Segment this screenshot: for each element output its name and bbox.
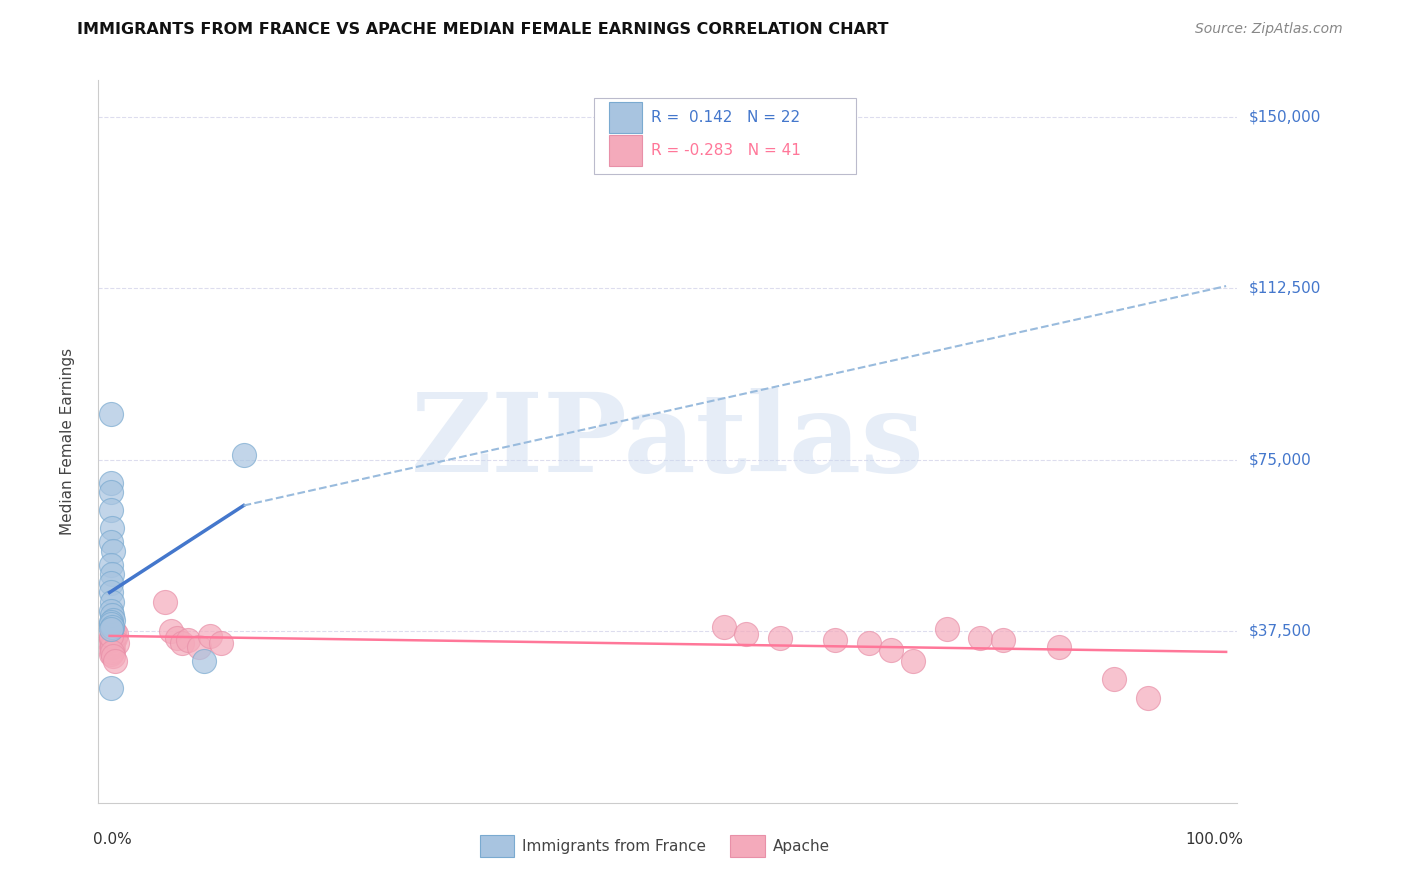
Text: ZIPatlas: ZIPatlas	[411, 388, 925, 495]
Point	[101, 640, 124, 655]
Point	[101, 638, 124, 652]
Point	[1136, 690, 1159, 705]
Point	[100, 604, 122, 618]
Point	[100, 558, 122, 572]
Point	[101, 608, 124, 623]
Point	[198, 629, 221, 643]
Point	[166, 631, 188, 645]
Point	[100, 407, 122, 421]
Point	[824, 633, 846, 648]
FancyBboxPatch shape	[609, 103, 641, 133]
Point	[101, 622, 124, 636]
Point	[100, 576, 122, 591]
Point	[105, 626, 128, 640]
Point	[101, 645, 124, 659]
Point	[991, 633, 1014, 648]
Point	[209, 636, 232, 650]
Point	[101, 631, 124, 645]
Point	[903, 654, 925, 668]
Text: $37,500: $37,500	[1249, 624, 1312, 639]
Y-axis label: Median Female Earnings: Median Female Earnings	[60, 348, 75, 535]
Point	[100, 631, 122, 645]
Point	[735, 626, 758, 640]
Text: 0.0%: 0.0%	[93, 831, 132, 847]
Point	[101, 636, 124, 650]
Text: IMMIGRANTS FROM FRANCE VS APACHE MEDIAN FEMALE EARNINGS CORRELATION CHART: IMMIGRANTS FROM FRANCE VS APACHE MEDIAN …	[77, 22, 889, 37]
Bar	[479, 835, 515, 857]
Point	[100, 633, 122, 648]
Point	[100, 629, 122, 643]
Bar	[731, 835, 765, 857]
Text: $150,000: $150,000	[1249, 110, 1320, 124]
Point	[101, 624, 124, 639]
Text: Immigrants from France: Immigrants from France	[522, 838, 706, 854]
Point	[103, 624, 125, 639]
Text: 100.0%: 100.0%	[1185, 831, 1243, 847]
Point	[100, 617, 122, 632]
Point	[101, 636, 124, 650]
FancyBboxPatch shape	[609, 136, 641, 166]
Point	[100, 535, 122, 549]
Point	[107, 636, 129, 650]
Point	[232, 448, 254, 462]
Point	[101, 613, 124, 627]
Point	[101, 521, 124, 535]
Point	[768, 631, 790, 645]
Point	[177, 633, 200, 648]
Point	[101, 594, 124, 608]
Point	[104, 631, 127, 645]
Text: Source: ZipAtlas.com: Source: ZipAtlas.com	[1195, 22, 1343, 37]
Point	[193, 654, 215, 668]
Point	[100, 503, 122, 517]
Point	[100, 615, 122, 630]
Point	[100, 681, 122, 696]
Point	[100, 585, 122, 599]
Point	[100, 622, 122, 636]
Point	[100, 484, 122, 499]
Point	[969, 631, 991, 645]
Point	[101, 649, 124, 664]
Point	[101, 567, 124, 582]
Point	[155, 594, 177, 608]
Point	[100, 640, 122, 655]
Point	[187, 640, 209, 655]
Point	[172, 636, 194, 650]
Text: $75,000: $75,000	[1249, 452, 1312, 467]
Point	[880, 642, 903, 657]
Point	[104, 654, 127, 668]
Point	[100, 475, 122, 490]
Point	[101, 544, 124, 558]
Point	[858, 636, 880, 650]
Text: R = -0.283   N = 41: R = -0.283 N = 41	[651, 143, 800, 158]
Point	[160, 624, 183, 639]
Text: Apache: Apache	[773, 838, 830, 854]
Point	[713, 620, 735, 634]
Point	[1104, 673, 1126, 687]
Text: $112,500: $112,500	[1249, 281, 1320, 296]
Point	[101, 620, 124, 634]
FancyBboxPatch shape	[593, 98, 856, 174]
Point	[101, 642, 124, 657]
Point	[936, 622, 959, 636]
Point	[1047, 640, 1070, 655]
Text: R =  0.142   N = 22: R = 0.142 N = 22	[651, 110, 800, 125]
Point	[100, 647, 122, 661]
